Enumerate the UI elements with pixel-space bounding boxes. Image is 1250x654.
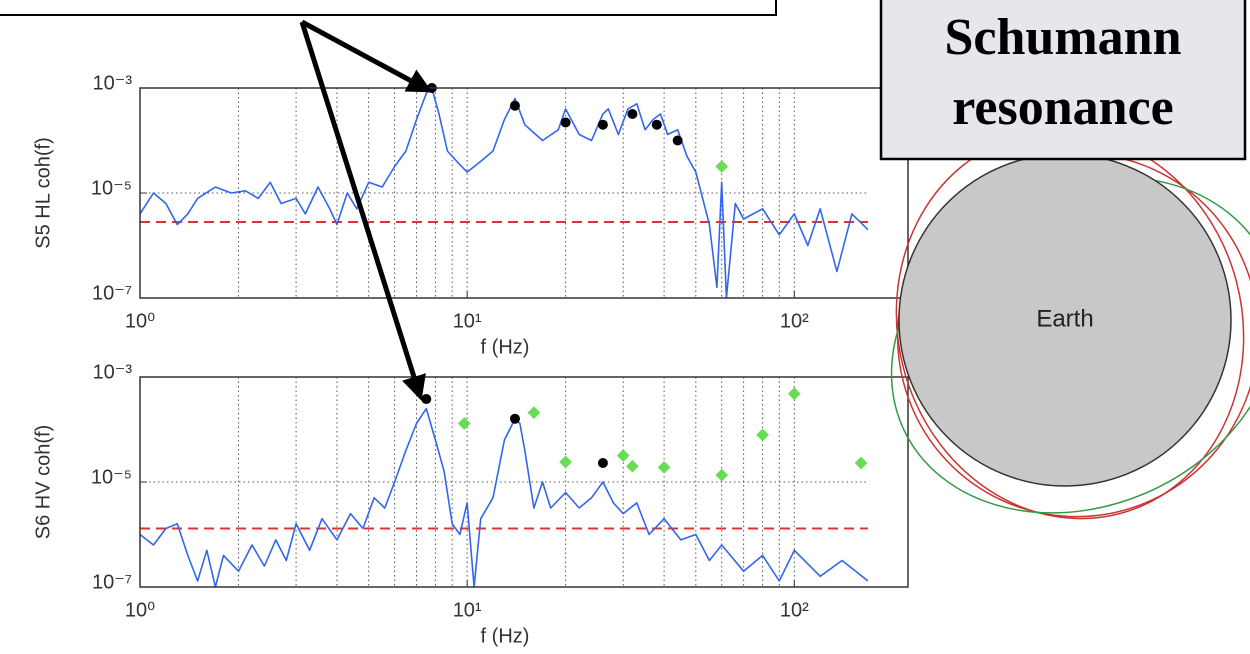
label-line: Schumann	[945, 9, 1182, 66]
peak-marker	[627, 108, 638, 119]
peak-marker	[509, 413, 520, 424]
x-tick-label: 10²	[780, 310, 809, 332]
peak-marker	[421, 394, 432, 405]
y-tick-label: 10⁻⁵	[91, 466, 132, 488]
x-tick-label: 10⁰	[125, 310, 155, 332]
line-marker	[457, 417, 471, 430]
y-tick-label: 10⁻³	[93, 72, 133, 94]
label-box	[879, 0, 1247, 161]
peak-marker	[597, 458, 608, 469]
x-tick-label: 10²	[780, 599, 809, 621]
y-tick-label: 10⁻⁵	[91, 177, 132, 199]
y-axis-label: S5 HL coh(f)	[32, 137, 54, 249]
y-tick-label: 10⁻⁷	[92, 282, 132, 304]
arrow	[300, 19, 433, 93]
chart: 10⁰ 10¹ 10² 10⁻⁷ 10⁻⁵ 10⁻³ f (Hz) S6 HV coh(f)	[32, 361, 909, 647]
peak-marker	[651, 119, 662, 130]
y-tick-label: 10⁻³	[93, 361, 133, 383]
peak-marker	[560, 117, 571, 128]
callout-box	[0, 0, 777, 16]
x-axis-label: f (Hz)	[481, 625, 530, 647]
peak-marker	[509, 100, 520, 111]
earth-label: Earth	[1036, 305, 1093, 332]
coherence-line	[140, 407, 868, 588]
peak-marker	[597, 119, 608, 130]
x-tick-label: 10¹	[453, 310, 482, 332]
x-tick-label: 10⁰	[125, 599, 155, 621]
coherence-line	[140, 87, 868, 299]
peak-marker	[672, 135, 683, 146]
x-tick-label: 10¹	[453, 599, 482, 621]
y-tick-label: 10⁻⁷	[92, 571, 132, 593]
x-axis-label: f (Hz)	[481, 336, 530, 358]
label-line: resonance	[952, 79, 1173, 136]
earth-diagram: Earth	[890, 130, 1250, 520]
arrow	[299, 21, 426, 401]
y-axis-label: S6 HV coh(f)	[32, 425, 54, 539]
